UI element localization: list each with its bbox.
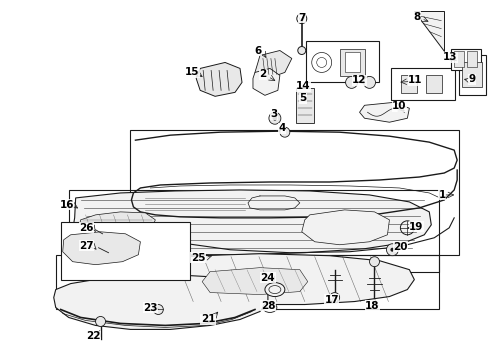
Text: 8: 8 [413,12,420,22]
Text: 18: 18 [365,301,379,311]
Circle shape [95,316,105,327]
Circle shape [268,112,280,124]
Text: 16: 16 [60,200,74,210]
Bar [450,49,480,71]
Polygon shape [390,68,454,100]
Text: 11: 11 [407,75,422,85]
Bar [466,51,476,67]
Text: 5: 5 [299,93,306,103]
Circle shape [345,76,357,88]
Polygon shape [61,222,190,280]
Polygon shape [155,254,413,305]
Ellipse shape [264,283,285,297]
Text: 1: 1 [438,190,445,200]
Text: 13: 13 [442,53,456,63]
Circle shape [329,293,339,302]
Ellipse shape [263,302,276,312]
Text: 7: 7 [298,13,305,23]
Text: 27: 27 [79,241,94,251]
Polygon shape [62,232,140,265]
Bar [461,62,481,87]
Text: 23: 23 [143,302,157,312]
Text: 25: 25 [190,253,205,263]
Bar [401,75,416,93]
Circle shape [389,248,394,252]
Bar [426,75,441,93]
Text: 10: 10 [391,101,406,111]
Text: 2: 2 [259,69,266,80]
Circle shape [386,244,398,256]
Polygon shape [54,276,267,329]
Text: 24: 24 [260,273,275,283]
Text: 20: 20 [392,242,407,252]
Polygon shape [79,212,155,240]
Circle shape [297,46,305,54]
Text: 22: 22 [86,332,101,341]
Text: 15: 15 [184,67,199,77]
Text: 9: 9 [468,75,475,84]
Text: 6: 6 [254,45,261,55]
Text: 4: 4 [278,123,285,133]
Polygon shape [413,11,443,50]
Circle shape [363,76,375,88]
Polygon shape [458,55,485,95]
Circle shape [279,127,289,137]
Polygon shape [359,102,408,122]
Polygon shape [196,62,242,96]
Polygon shape [73,190,430,255]
Polygon shape [252,68,279,95]
Text: 3: 3 [270,109,277,119]
Bar [339,49,364,76]
Polygon shape [254,50,291,78]
Text: 26: 26 [79,223,94,233]
Bar [295,88,313,123]
Polygon shape [301,210,388,245]
Bar [344,53,359,72]
Text: 14: 14 [295,81,309,91]
Bar [453,51,463,67]
Circle shape [272,116,276,120]
Text: 21: 21 [201,314,215,324]
Text: 12: 12 [351,75,366,85]
Polygon shape [202,268,307,294]
Text: 17: 17 [324,294,338,305]
Text: 19: 19 [408,222,423,232]
Text: 28: 28 [260,301,275,311]
Circle shape [153,305,163,315]
Circle shape [369,257,379,267]
Polygon shape [305,41,379,82]
